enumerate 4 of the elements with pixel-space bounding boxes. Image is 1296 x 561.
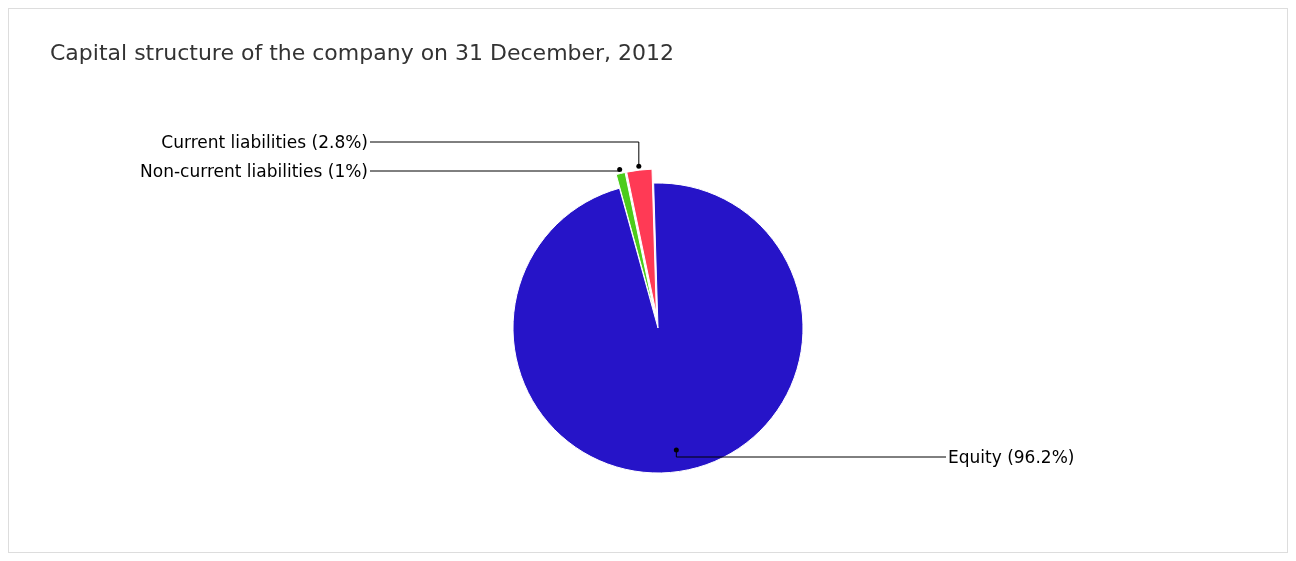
slice-label: Non-current liabilities (1%) (140, 161, 368, 181)
chart-title: Capital structure of the company on 31 December, 2012 (50, 40, 675, 65)
slice-label: Equity (96.2%) (948, 447, 1075, 467)
slice-label: Current liabilities (2.8%) (161, 132, 368, 152)
